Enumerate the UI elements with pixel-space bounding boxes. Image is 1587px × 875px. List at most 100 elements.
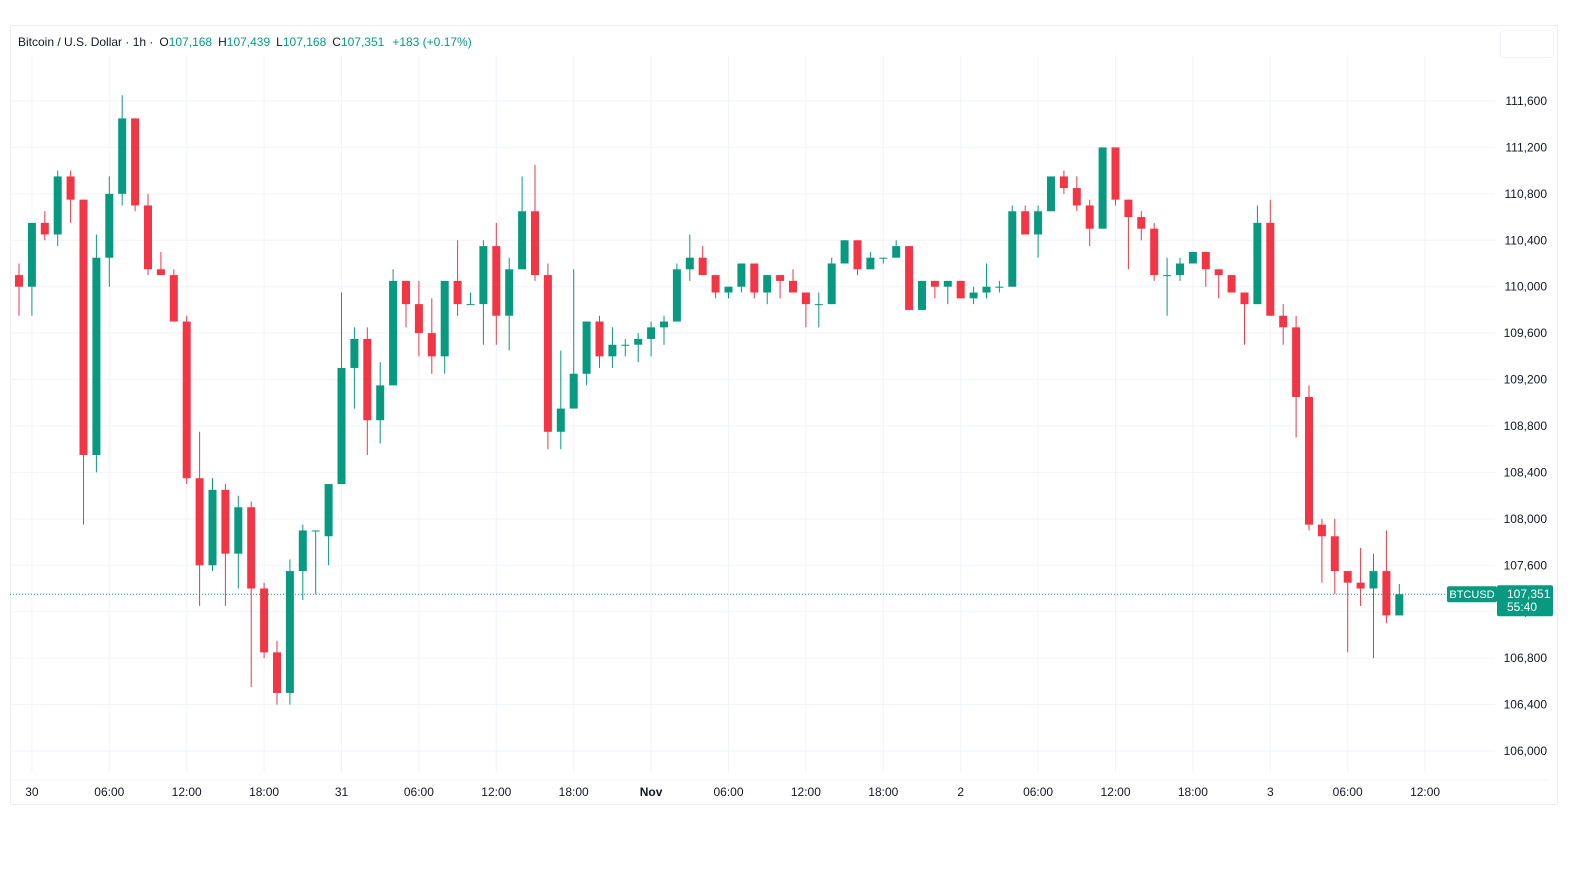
candle — [1214, 269, 1223, 299]
candle-body — [801, 292, 810, 305]
candle-body — [208, 489, 217, 566]
candle — [105, 176, 114, 287]
candle — [1266, 199, 1275, 316]
candle-body — [518, 211, 527, 270]
x-tick-label: 18:00 — [1178, 785, 1208, 799]
candle-body — [363, 338, 372, 421]
x-tick-label: 06:00 — [404, 785, 434, 799]
candle — [118, 95, 127, 206]
candle — [840, 240, 849, 264]
candle — [672, 263, 681, 322]
candle — [1008, 205, 1017, 287]
legend-close-value: 107,351 — [340, 35, 385, 49]
candle-body — [1137, 217, 1146, 229]
candle-body — [621, 344, 630, 346]
candle-body — [1343, 571, 1352, 583]
x-tick-label: 18:00 — [868, 785, 898, 799]
chart-settings-box[interactable] — [1500, 30, 1554, 58]
candle — [892, 240, 901, 258]
legend-change: +183 (+0.17%) — [392, 35, 472, 49]
candle-body — [840, 240, 849, 264]
candle — [711, 275, 720, 299]
legend-open-label: O — [159, 35, 169, 49]
candle — [131, 118, 140, 212]
candle — [776, 275, 785, 299]
candle — [389, 269, 398, 386]
y-tick-label: 108,000 — [1504, 512, 1548, 526]
legend-symbol[interactable]: Bitcoin / U.S. Dollar · 1h · — [18, 35, 154, 49]
candle — [247, 501, 256, 688]
candle — [582, 321, 591, 386]
candle — [556, 350, 565, 450]
candle — [66, 170, 75, 223]
candle — [1201, 251, 1210, 287]
y-tick-label: 110,400 — [1505, 233, 1548, 247]
candle-body — [892, 246, 901, 258]
candle-body — [414, 304, 423, 334]
candle-body — [698, 257, 707, 276]
candle — [621, 338, 630, 357]
candle — [1072, 176, 1081, 212]
candle-body — [1188, 251, 1197, 264]
candle-body — [1059, 176, 1068, 189]
candle — [1163, 257, 1172, 316]
candle — [1305, 385, 1313, 531]
candle — [595, 315, 604, 368]
legend-open-value: 107,168 — [168, 35, 213, 49]
candle — [789, 269, 797, 293]
time-axis[interactable]: 30 06:00 12:00 18:00 31 06:00 12:00 18:00 Nov 06:… — [25, 785, 1440, 799]
candle-body — [479, 246, 488, 305]
candle — [1356, 547, 1365, 606]
candle-body — [182, 321, 191, 479]
candle — [453, 240, 462, 316]
candle — [324, 484, 333, 566]
y-tick-label: 110,000 — [1505, 280, 1548, 294]
candle — [905, 246, 914, 310]
candle-body — [1369, 571, 1378, 589]
candle-body — [440, 280, 449, 357]
y-tick-label: 106,400 — [1504, 698, 1548, 712]
candle — [1343, 571, 1352, 653]
candle — [969, 286, 978, 305]
candle-body — [853, 240, 862, 270]
candle-body — [389, 280, 398, 386]
candle — [1034, 205, 1043, 258]
candle — [737, 263, 746, 293]
price-axis[interactable]: 106,000106,400106,800107,200107,600108,0… — [1504, 94, 1548, 758]
candle — [466, 292, 475, 306]
x-tick-label: 31 — [335, 785, 349, 799]
candle-body — [1292, 327, 1301, 397]
candle — [479, 240, 488, 345]
candle — [1382, 530, 1391, 624]
candle-body — [260, 588, 269, 653]
candle — [918, 280, 926, 310]
candle-body — [956, 280, 965, 299]
candle-body — [569, 373, 578, 409]
candle — [414, 280, 423, 357]
legend-low-label: L — [276, 35, 283, 49]
candle-body — [27, 222, 36, 287]
candle-body — [1021, 211, 1030, 235]
candle — [698, 246, 707, 276]
x-tick-label: 12:00 — [791, 785, 821, 799]
candle-body — [505, 269, 514, 316]
candle-body — [1330, 536, 1339, 572]
candle-body — [285, 571, 294, 693]
candle — [685, 234, 694, 281]
grid — [10, 55, 1548, 781]
chart-frame — [10, 25, 1558, 805]
candle-body — [337, 367, 346, 485]
candle — [15, 263, 23, 316]
candle — [1059, 170, 1068, 194]
candle-body — [814, 304, 823, 306]
candle — [1188, 251, 1197, 264]
candle-body — [1305, 396, 1313, 525]
candle-body — [105, 193, 114, 258]
candle-body — [711, 275, 720, 293]
candle-body — [376, 385, 385, 421]
candle-body — [1176, 263, 1184, 276]
candle-body — [995, 286, 1004, 288]
price-tag-bg — [1497, 585, 1553, 617]
